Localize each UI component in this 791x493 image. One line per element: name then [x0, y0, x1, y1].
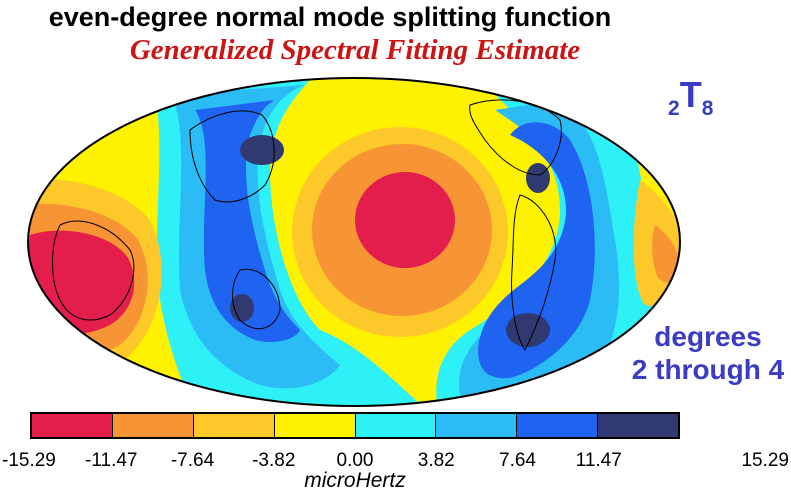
contour-red-center — [355, 172, 455, 268]
colorbar-segment — [112, 414, 194, 437]
contour-dark-2 — [230, 294, 254, 322]
colorbar-segment — [274, 414, 356, 437]
contour-blue-west — [195, 100, 300, 342]
colorbar-tick-label: 3.82 — [417, 450, 455, 471]
colorbar-segment — [598, 414, 678, 437]
mode-label: 2T8 — [668, 74, 713, 120]
colorbar-segment — [355, 414, 437, 437]
contour-dark-1 — [240, 135, 284, 165]
mode-letter: T — [679, 74, 702, 115]
contour-orange-east — [652, 225, 680, 283]
contour-blue-east — [478, 122, 595, 379]
colorbar-segment — [436, 414, 518, 437]
colorbar-tick-label: 7.64 — [499, 450, 536, 471]
colorbar-unit: microHertz — [304, 469, 406, 492]
colorbar-segment — [193, 414, 275, 437]
map-field — [28, 78, 680, 406]
degrees-label: degrees 2 through 4 — [628, 320, 788, 386]
colorbar — [30, 412, 680, 439]
mode-prefix: 2 — [668, 97, 680, 120]
colorbar-tick-label: -3.82 — [252, 450, 296, 471]
mode-suffix: 8 — [701, 97, 714, 120]
colorbar-tick-label: 15.29 — [741, 450, 789, 471]
page-subtitle: Generalized Spectral Fitting Estimate — [129, 34, 581, 66]
degrees-line1: degrees — [654, 321, 762, 352]
colorbar-tick-label: 0.00 — [336, 450, 374, 471]
colorbar-tick-label: -7.64 — [170, 450, 215, 471]
colorbar-tick-label: 11.47 — [575, 450, 622, 471]
contour-dark-4 — [506, 313, 550, 347]
degrees-line2: 2 through 4 — [631, 354, 785, 385]
colorbar-segment — [517, 414, 599, 437]
colorbar-tick-label: -15.29 — [2, 450, 56, 471]
colorbar-segment — [32, 414, 113, 437]
page-title: even-degree normal mode splitting functi… — [48, 2, 612, 32]
globe-outline — [27, 77, 681, 407]
colorbar-tick-label: -11.47 — [85, 450, 138, 471]
contour-dark-3 — [526, 163, 550, 193]
